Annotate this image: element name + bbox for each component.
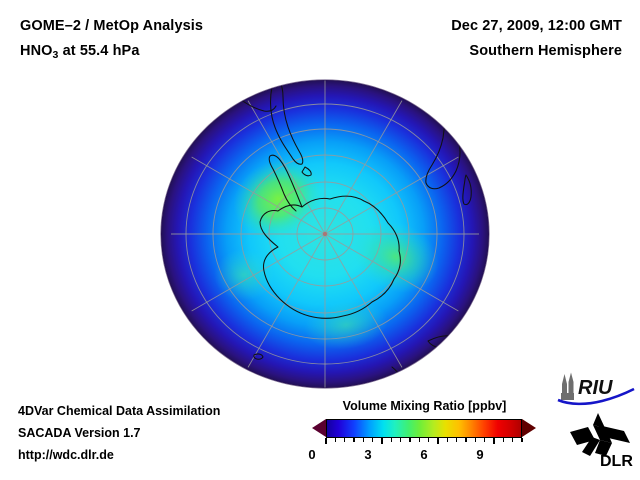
pressure-level: at 55.4 hPa [58, 43, 140, 59]
dlr-logo-svg: DLR [570, 413, 633, 470]
species-level-title: HNO3 at 55.4 hPa [20, 39, 340, 65]
globe-outline [160, 79, 490, 389]
field-layer [161, 80, 489, 388]
species-name: HNO [20, 43, 53, 59]
timestamp-label: Dec 27, 2009, 12:00 GMT [451, 18, 622, 34]
colorbar-minor-tick [399, 438, 402, 442]
method-label: 4DVar Chemical Data Assimilation [18, 404, 221, 418]
header-left: GOME–2 / MetOp Analysis HNO3 at 55.4 hPa [20, 14, 340, 65]
colorbar-minor-tick [521, 438, 523, 442]
colorbar-major-tick [325, 438, 327, 444]
credits-block: 4DVar Chemical Data Assimilation SACADA … [18, 400, 308, 466]
riu-wordmark: RIU [578, 377, 613, 399]
hno3-enhancement-indian [353, 221, 439, 293]
colorbar-minor-tick [371, 438, 374, 442]
header-right: Dec 27, 2009, 12:00 GMT Southern Hemisph… [322, 14, 622, 64]
orthographic-projection-svg [160, 79, 490, 389]
coastline-antarctic-peninsula [268, 154, 303, 212]
colorbar-tick-label: 3 [364, 447, 372, 462]
colorbar-minor-tick [502, 438, 505, 442]
coastline-island-west [253, 353, 264, 360]
colorbar-tick-label: 9 [476, 447, 484, 462]
hno3-enhancement-peninsula [233, 159, 323, 239]
colorbar-tick-label: 6 [420, 447, 428, 462]
coastline-madagascar [462, 174, 472, 206]
colorbar-major-tick [437, 438, 439, 444]
version-label: SACADA Version 1.7 [18, 426, 141, 440]
riu-wave-icon [557, 387, 635, 406]
analysis-title: GOME–2 / MetOp Analysis [20, 18, 204, 34]
coastline-antarctica [259, 195, 401, 319]
colorbar-tick-label: 0 [308, 447, 316, 462]
colorbar-minor-tick [483, 438, 486, 442]
colorbar-figure [312, 419, 537, 444]
colorbar-minor-tick [343, 438, 346, 442]
colorbar-gradient [326, 419, 522, 438]
globe-map [160, 79, 490, 389]
colorbar-minor-tick [474, 438, 477, 442]
colorbar-major-tick [381, 438, 383, 444]
colorbar-minor-tick [465, 438, 467, 442]
cathedral-spires-icon [561, 372, 574, 400]
colorbar-ticks [325, 438, 523, 444]
dlr-mark-icon [570, 413, 630, 456]
south-pole-marker [322, 231, 328, 237]
hemisphere-label: Southern Hemisphere [469, 43, 622, 59]
colorbar-minor-tick [409, 438, 411, 442]
colorbar-title: Volume Mixing Ratio [ppbv] [342, 399, 507, 413]
website-link[interactable]: http://wdc.dlr.de [18, 448, 114, 462]
species-subscript: 3 [52, 49, 59, 61]
dlr-wordmark: DLR [600, 453, 633, 470]
colorbar-major-tick [493, 438, 495, 444]
colorbar-minor-tick [427, 438, 430, 442]
riu-logo: RIU [556, 372, 636, 406]
colorbar-under-arrow [312, 419, 326, 437]
colorbar-minor-tick [362, 438, 365, 442]
colorbar-minor-tick [353, 438, 355, 442]
colorbar-minor-tick [511, 438, 514, 442]
dlr-logo: DLR [562, 412, 638, 470]
colorbar-tick-labels: 0 3 6 9 [308, 447, 537, 465]
colorbar-over-arrow [522, 419, 536, 437]
graticule-meridians [171, 80, 479, 388]
colorbar-block: Volume Mixing Ratio [ppbv] 0 3 6 9 [308, 398, 537, 465]
colorbar-minor-tick [418, 438, 421, 442]
colorbar-minor-tick [390, 438, 393, 442]
coastline-south-america [269, 81, 304, 165]
colorbar-minor-tick [334, 438, 337, 442]
colorbar-minor-tick [446, 438, 449, 442]
colorbar-minor-tick [455, 438, 458, 442]
coastline-tierra-del-fuego [301, 166, 312, 177]
riu-logo-svg: RIU [557, 372, 635, 406]
